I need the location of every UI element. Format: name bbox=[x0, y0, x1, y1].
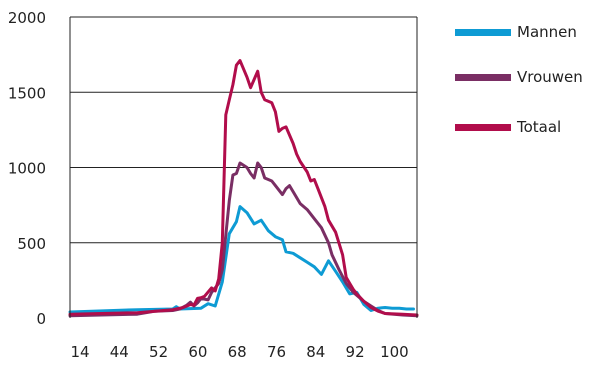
legend-item-vrouwen: Vrouwen bbox=[455, 65, 583, 89]
x-tick-label: 76 bbox=[267, 343, 286, 361]
legend-label-vrouwen: Vrouwen bbox=[517, 68, 583, 86]
legend-swatch-mannen bbox=[455, 28, 511, 36]
x-tick-labels: 14 44 52 60 68 76 84 92 100 bbox=[70, 343, 408, 361]
y-tick-label: 2000 bbox=[8, 9, 46, 27]
series-line-totaal bbox=[68, 59, 419, 317]
series-line-vrouwen bbox=[68, 161, 419, 318]
axes bbox=[69, 17, 418, 318]
y-tick-label: 0 bbox=[36, 310, 46, 328]
x-tick-label: 84 bbox=[306, 343, 325, 361]
x-tick-label: 44 bbox=[110, 343, 129, 361]
legend-item-mannen: Mannen bbox=[455, 20, 577, 44]
x-tick-label: 60 bbox=[188, 343, 207, 361]
x-tick-label: 68 bbox=[228, 343, 247, 361]
x-tick-label: 52 bbox=[149, 343, 168, 361]
legend-swatch-vrouwen bbox=[455, 73, 511, 81]
x-tick-label: 14 bbox=[70, 343, 89, 361]
y-tick-label: 1500 bbox=[8, 84, 46, 102]
series-lines bbox=[68, 59, 419, 318]
legend-label-mannen: Mannen bbox=[517, 23, 577, 41]
legend-item-totaal: Totaal bbox=[455, 115, 561, 139]
series-line-mannen bbox=[68, 205, 415, 314]
y-tick-label: 500 bbox=[17, 235, 46, 253]
gridlines bbox=[70, 16, 417, 244]
x-tick-label: 100 bbox=[380, 343, 409, 361]
y-tick-label: 1000 bbox=[8, 160, 46, 178]
x-tick-label: 92 bbox=[346, 343, 365, 361]
y-tick-labels: 0 500 1000 1500 2000 bbox=[8, 9, 46, 328]
legend-label-totaal: Totaal bbox=[517, 118, 562, 136]
legend-swatch-totaal bbox=[455, 123, 511, 131]
